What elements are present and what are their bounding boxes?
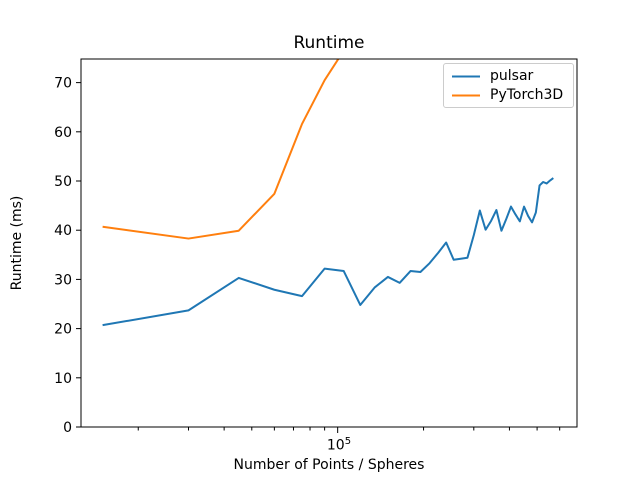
- axes-spines: [80, 58, 578, 428]
- legend-line-sample-pytorch3d: [452, 94, 480, 97]
- legend-entry-pytorch3d: PyTorch3D: [451, 86, 565, 105]
- x-axis-label: Number of Points / Spheres: [233, 457, 425, 473]
- legend-line-sample-pulsar: [452, 75, 480, 78]
- x-major-tick-label: 105: [317, 436, 361, 454]
- legend-entry-pulsar: pulsar: [451, 67, 565, 86]
- y-tick-label: 60: [54, 125, 72, 141]
- series-line-pytorch3d: [102, 59, 340, 240]
- y-tick-label: 30: [54, 272, 72, 288]
- y-axis-label: Runtime (ms): [9, 195, 25, 291]
- series-line-pulsar: [102, 177, 554, 327]
- series-group: [102, 59, 554, 327]
- y-tick-label: 40: [54, 223, 72, 239]
- x-tick-exponent: 5: [344, 436, 352, 447]
- y-tick-label: 50: [54, 174, 72, 190]
- legend-label-pulsar: pulsar: [490, 68, 534, 84]
- legend-label-pytorch3d: PyTorch3D: [490, 87, 564, 103]
- y-tick-label: 0: [63, 420, 72, 436]
- chart-title: Runtime: [293, 33, 365, 53]
- legend: pulsar PyTorch3D: [443, 63, 574, 108]
- y-tick-label: 10: [54, 371, 72, 387]
- y-tick-label: 20: [54, 322, 72, 338]
- x-tick-base: 10: [326, 437, 345, 454]
- y-tick-label: 70: [54, 76, 72, 92]
